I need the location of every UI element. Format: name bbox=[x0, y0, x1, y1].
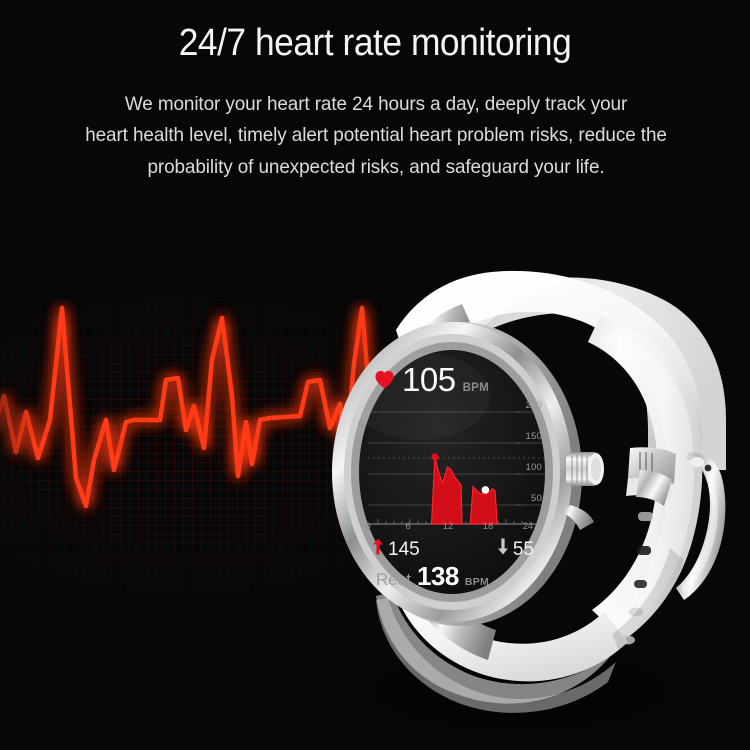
ecg-line bbox=[0, 305, 424, 509]
description-line-1: We monitor your heart rate 24 hours a da… bbox=[124, 92, 628, 115]
watch-band-bottom-edge bbox=[376, 598, 616, 713]
chart-gridlines bbox=[368, 411, 545, 506]
chart-current-dot bbox=[481, 486, 490, 494]
band-keeper bbox=[626, 447, 676, 506]
watch-band-right-highlight bbox=[596, 330, 695, 636]
crown-button[interactable] bbox=[566, 452, 604, 486]
side-button[interactable] bbox=[562, 505, 594, 530]
watch-band-bottom bbox=[398, 580, 628, 682]
chart-area-series-1 bbox=[430, 456, 463, 525]
band-shadow bbox=[612, 548, 684, 654]
page-description: We monitor your heart rate 24 hours a da… bbox=[11, 89, 740, 184]
watch-screen-content bbox=[366, 411, 545, 525]
screen-glass-sheen bbox=[350, 352, 490, 440]
watch-band-right bbox=[588, 316, 703, 640]
watch-buckle bbox=[676, 452, 726, 600]
chart-start-dot bbox=[431, 453, 439, 461]
description-line-2: heart health level, timely alert potenti… bbox=[85, 124, 667, 147]
chart-yticks bbox=[516, 411, 521, 506]
description-line-3: probability of unexpected risks, and saf… bbox=[147, 155, 605, 178]
ecg-waveform-svg bbox=[0, 305, 424, 509]
watch-band-back bbox=[470, 277, 726, 470]
page-title: 24/7 heart rate monitoring bbox=[178, 22, 572, 64]
header: 24/7 heart rate monitoring We monitor yo… bbox=[0, 0, 750, 183]
